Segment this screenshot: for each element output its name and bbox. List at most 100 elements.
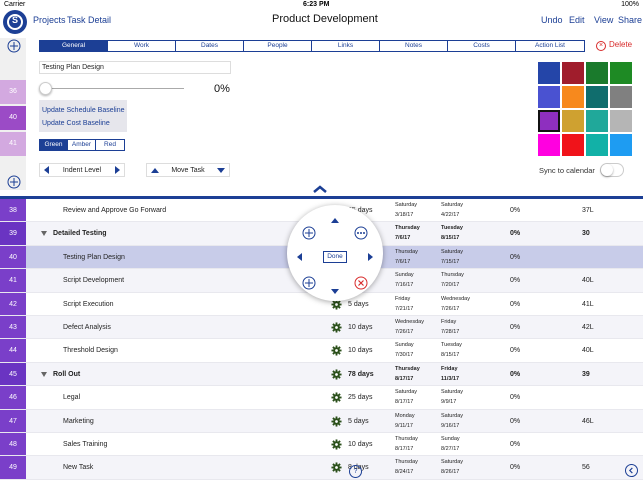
left-row-number[interactable]: 36 <box>0 80 26 104</box>
move-up-arrow-icon[interactable] <box>151 167 159 173</box>
color-swatch[interactable] <box>538 110 560 132</box>
indent-icon[interactable] <box>368 253 373 261</box>
color-swatch[interactable] <box>562 62 584 84</box>
projects-link[interactable]: Projects <box>33 15 66 25</box>
start-date: 9/11/17 <box>395 422 413 429</box>
color-swatch[interactable] <box>610 110 632 132</box>
collapse-caret-icon[interactable] <box>41 371 47 377</box>
row-number[interactable]: 40 <box>0 245 26 269</box>
chevron-up-icon[interactable] <box>312 184 328 194</box>
row-number[interactable]: 41 <box>0 269 26 292</box>
tab-dates[interactable]: Dates <box>176 41 244 51</box>
left-row-number[interactable]: 41 <box>0 132 26 156</box>
color-swatch[interactable] <box>586 110 608 132</box>
table-row[interactable]: 43 Defect Analysis 10 days Wednesday 7/26/17… <box>0 316 643 340</box>
left-row-number[interactable]: 40 <box>0 106 26 130</box>
green-status-button[interactable]: Green <box>40 140 68 150</box>
update-cost-baseline-button[interactable]: Update Cost Baseline <box>42 120 110 127</box>
row-number[interactable]: 49 <box>0 456 26 479</box>
add-subtask-icon[interactable] <box>7 175 21 189</box>
tab-costs[interactable]: Costs <box>448 41 516 51</box>
row-number[interactable]: 43 <box>0 316 26 339</box>
row-number[interactable]: 38 <box>0 199 26 222</box>
share-button[interactable]: Share <box>618 15 643 25</box>
view-button[interactable]: View <box>594 15 614 25</box>
color-swatch[interactable] <box>538 134 560 156</box>
tab-work[interactable]: Work <box>108 41 176 51</box>
tab-links[interactable]: Links <box>312 41 380 51</box>
table-row[interactable]: 48 Sales Training 10 days Thursday 8/17/17 Su… <box>0 433 643 457</box>
move-down-icon[interactable] <box>331 289 339 294</box>
row-number[interactable]: 45 <box>0 362 26 386</box>
app-logo-icon[interactable]: S <box>3 10 27 34</box>
undo-button[interactable]: Undo <box>541 15 563 25</box>
delete-task-icon[interactable] <box>354 276 368 290</box>
color-swatch[interactable] <box>562 86 584 108</box>
gear-icon[interactable] <box>331 416 342 427</box>
row-number[interactable]: 44 <box>0 339 26 362</box>
gear-icon[interactable] <box>331 392 342 403</box>
gear-icon[interactable] <box>331 369 342 380</box>
outdent-icon[interactable] <box>297 253 302 261</box>
tab-people[interactable]: People <box>244 41 312 51</box>
row-number[interactable]: 46 <box>0 386 26 409</box>
move-down-arrow-icon[interactable] <box>217 167 225 173</box>
radial-done-button[interactable]: Done <box>323 251 347 263</box>
sync-calendar-toggle[interactable] <box>600 163 624 177</box>
progress-slider[interactable] <box>39 88 184 89</box>
color-swatch[interactable] <box>562 134 584 156</box>
gear-icon[interactable] <box>331 439 342 450</box>
add-task-icon[interactable] <box>7 39 21 53</box>
finish-day: Saturday <box>441 412 464 419</box>
collapse-caret-icon[interactable] <box>41 231 47 237</box>
percent-complete: 0% <box>510 441 521 448</box>
delete-button[interactable]: × Delete <box>596 40 632 51</box>
amber-status-button[interactable]: Amber <box>68 140 96 150</box>
row-number[interactable]: 39 <box>0 222 26 245</box>
help-icon[interactable]: ? <box>349 465 362 478</box>
start-date: 7/30/17 <box>395 352 414 359</box>
panel-divider[interactable] <box>0 196 643 199</box>
start-date: 7/16/17 <box>395 282 414 289</box>
color-swatch[interactable] <box>538 62 560 84</box>
row-number[interactable]: 48 <box>0 433 26 456</box>
table-row[interactable]: 47 Marketing 5 days Monday 9/11/17 Saturday 9/… <box>0 409 643 433</box>
row-number[interactable]: 42 <box>0 292 26 315</box>
page-title: Product Development <box>272 13 378 25</box>
add-below-icon[interactable] <box>302 276 316 290</box>
tab-action-list[interactable]: Action List <box>535 42 565 49</box>
update-schedule-baseline-button[interactable]: Update Schedule Baseline <box>42 107 125 114</box>
table-row[interactable]: 46 Legal 25 days Saturday 8/17/17 Saturday 9/9… <box>0 386 643 410</box>
indent-arrow-icon[interactable] <box>115 166 120 174</box>
progress-slider-knob[interactable] <box>39 82 52 95</box>
gear-icon[interactable] <box>331 299 342 310</box>
tab-notes[interactable]: Notes <box>380 41 448 51</box>
table-row[interactable]: 44 Threshold Design 10 days Sunday 7/30/17 Tu… <box>0 339 643 363</box>
red-status-button[interactable]: Red <box>104 141 116 148</box>
add-task-icon[interactable] <box>302 226 316 240</box>
color-swatch[interactable] <box>586 134 608 156</box>
row-number[interactable]: 47 <box>0 409 26 432</box>
table-row[interactable]: 42 Script Execution 5 days Friday 7/21/17 Wed… <box>0 292 643 316</box>
color-swatch[interactable] <box>538 86 560 108</box>
start-day: Thursday <box>395 459 418 466</box>
color-swatch[interactable] <box>562 110 584 132</box>
table-row[interactable]: 49 New Task 8 days Thursday 8/24/17 Saturday 8… <box>0 456 643 480</box>
move-up-icon[interactable] <box>331 218 339 223</box>
gear-icon[interactable] <box>331 462 342 473</box>
more-options-icon[interactable] <box>354 226 368 240</box>
color-swatch[interactable] <box>610 86 632 108</box>
color-swatch[interactable] <box>610 134 632 156</box>
task-detail-link[interactable]: Task Detail <box>67 15 112 25</box>
tab-general[interactable]: General <box>40 41 108 51</box>
gear-icon[interactable] <box>331 322 342 333</box>
gear-icon[interactable] <box>331 345 342 356</box>
edit-button[interactable]: Edit <box>569 15 585 25</box>
color-swatch[interactable] <box>586 62 608 84</box>
chevron-left-icon[interactable] <box>625 464 638 477</box>
color-swatch[interactable] <box>586 86 608 108</box>
outdent-arrow-icon[interactable] <box>44 166 49 174</box>
table-row[interactable]: 45 Roll Out 78 days Thursday 8/17/17 Friday 11… <box>0 362 643 387</box>
color-swatch[interactable] <box>610 62 632 84</box>
task-name-field[interactable]: Testing Plan Design <box>39 61 231 74</box>
